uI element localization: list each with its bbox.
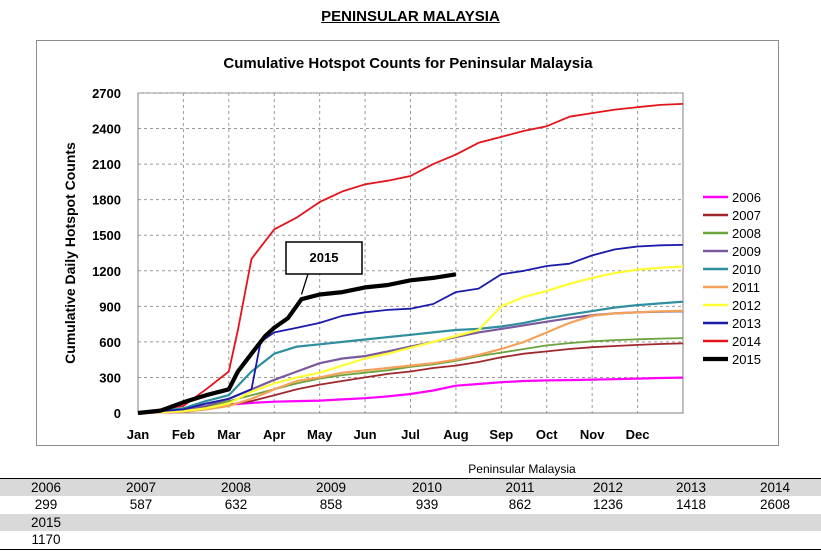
legend-label-2006: 2006: [732, 190, 761, 205]
x-tick-label: May: [307, 427, 333, 442]
x-tick-label: Apr: [263, 427, 285, 442]
table-row-values-1: 299 587 632 858 939 862 1236 1418 2608: [0, 496, 821, 513]
table-value-cell: 2608: [759, 497, 791, 512]
x-tick-label: Jun: [354, 427, 377, 442]
series-lines: [137, 103, 684, 416]
series-line-2010: [137, 300, 684, 415]
table-value-cell: 1236: [592, 497, 624, 512]
series-line-2012: [137, 265, 684, 415]
x-tick-label: Feb: [172, 427, 195, 442]
table-value-cell: 862: [508, 497, 532, 512]
y-axis-label: Cumulative Daily Hotspot Counts: [62, 142, 78, 364]
series-line-2013: [137, 244, 684, 414]
legend-label-2013: 2013: [732, 316, 761, 331]
table-year-cell: 2008: [220, 480, 252, 495]
legend-label-2007: 2007: [732, 208, 761, 223]
x-tick-label: Dec: [626, 427, 650, 442]
x-tick-label: Jan: [127, 427, 149, 442]
x-tick-label: Jul: [401, 427, 420, 442]
series-line-2015: [137, 272, 457, 416]
table-row-years-1: 2006 2007 2008 2009 2010 2011 2012 2013 2014: [0, 479, 821, 496]
table-year-cell: 2007: [125, 480, 157, 495]
y-tick-label: 2700: [92, 86, 121, 101]
legend-label-2014: 2014: [732, 334, 761, 349]
table-title-row: Peninsular Malaysia: [0, 462, 821, 478]
table-year-cell: 2014: [759, 480, 791, 495]
table-value-cell: 1418: [675, 497, 707, 512]
table-year-cell: 2013: [675, 480, 707, 495]
legend-label-2008: 2008: [732, 226, 761, 241]
page-heading: PENINSULAR MALAYSIA: [321, 8, 500, 25]
table-value-cell: 299: [34, 497, 58, 512]
series-line-2011: [137, 309, 684, 415]
series-line-2007: [137, 342, 684, 414]
x-tick-label: Oct: [536, 427, 558, 442]
annotation-text: 2015: [310, 250, 339, 265]
x-tick-label: Sep: [489, 427, 513, 442]
table-value-cell: 858: [319, 497, 343, 512]
table-year-cell: 2009: [315, 480, 347, 495]
table-year-cell: 2006: [30, 480, 62, 495]
y-tick-label: 1500: [92, 228, 121, 243]
table-top-border: [0, 478, 821, 479]
table-value-cell: 632: [224, 497, 248, 512]
legend: 2006 2007 2008 2009 2010 2011 2012 2013 2014 2015: [703, 190, 761, 367]
x-tick-label: Mar: [217, 427, 240, 442]
table-row-values-2: 1170: [0, 531, 821, 548]
legend-label-2012: 2012: [732, 298, 761, 313]
legend-label-2015: 2015: [732, 352, 761, 367]
table-value-cell: 939: [415, 497, 439, 512]
table-year-cell: 2015: [30, 515, 62, 530]
y-tick-label: 0: [114, 406, 121, 421]
chart-title: Cumulative Hotspot Counts for Peninsular…: [223, 55, 593, 72]
annotation-pointer: [300, 273, 309, 295]
legend-label-2011: 2011: [732, 280, 760, 295]
table-bottom-border: [0, 549, 821, 550]
table-year-cell: 2011: [505, 480, 535, 495]
table-title: Peninsular Malaysia: [468, 462, 576, 476]
chart-container: Cumulative Hotspot Counts for Peninsular…: [36, 40, 779, 446]
y-tick-label: 600: [99, 335, 121, 350]
table-row-years-2: 2015: [0, 514, 821, 531]
y-tick-label: 2100: [92, 157, 121, 172]
series-line-2008: [137, 337, 684, 414]
x-tick-label: Aug: [443, 427, 468, 442]
y-tick-label: 900: [99, 299, 121, 314]
series-line-2014: [137, 103, 684, 414]
annotation-2015: 2015: [285, 241, 363, 295]
table-value-cell: 587: [129, 497, 153, 512]
y-tick-label: 1800: [92, 193, 121, 208]
table-year-cell: 2012: [592, 480, 624, 495]
y-tick-label: 1200: [92, 264, 121, 279]
series-line-2006: [137, 376, 684, 415]
annotation-box: [285, 241, 363, 275]
axes: 0 300 600 900 1200 1500 1800 2100 2400 2700 Jan Feb…: [92, 86, 683, 442]
legend-label-2010: 2010: [732, 262, 761, 277]
x-tick-label: Nov: [580, 427, 605, 442]
legend-label-2009: 2009: [732, 244, 761, 259]
y-tick-label: 2400: [92, 122, 121, 137]
hotspot-chart: Cumulative Hotspot Counts for Peninsular…: [62, 55, 761, 442]
y-tick-label: 300: [99, 370, 121, 385]
table-value-cell: 1170: [31, 532, 61, 547]
table-year-cell: 2010: [411, 480, 443, 495]
